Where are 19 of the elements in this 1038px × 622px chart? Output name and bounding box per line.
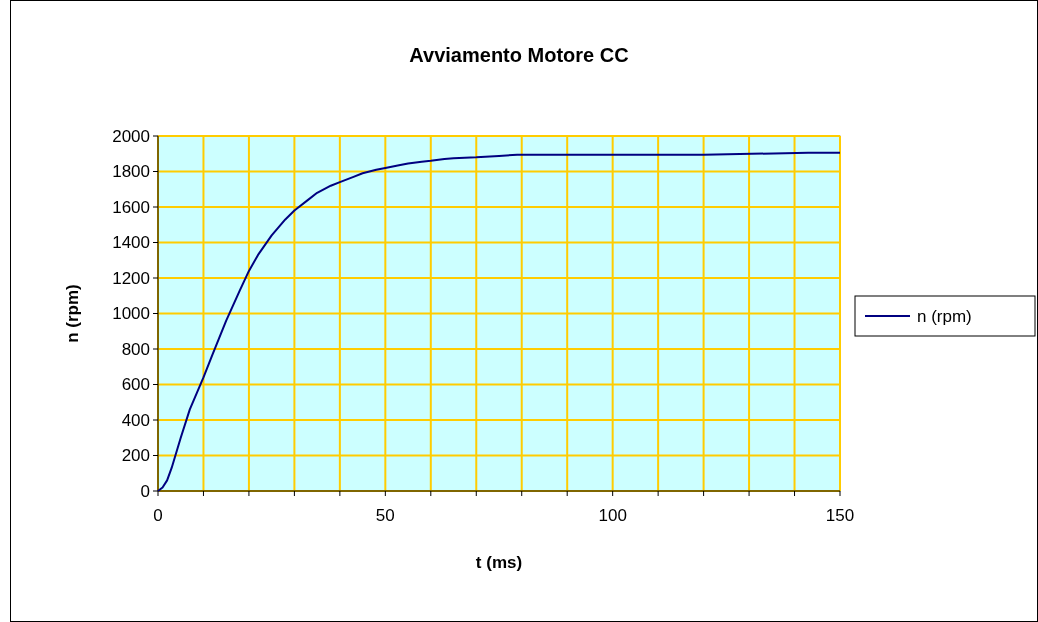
y-tick-label: 2000 [112,126,150,146]
y-tick-label: 1600 [112,197,150,217]
y-tick-label: 1000 [112,304,150,324]
y-tick-label: 200 [121,446,150,466]
y-tick-label: 600 [121,375,150,395]
x-tick-label: 150 [825,506,855,525]
x-tick-label: 0 [153,506,163,525]
legend-label: n (rpm) [917,306,972,326]
y-tick-label: 1800 [112,162,150,182]
x-tick-label: 100 [598,506,627,525]
y-axis-title: n (rpm) [63,284,82,343]
y-tick-label: 800 [121,339,150,359]
y-tick-label: 400 [121,410,150,430]
y-tick-label: 1400 [112,233,150,253]
y-tick-label: 0 [140,481,150,501]
chart-title: Avviamento Motore CC [409,44,629,66]
x-tick-label: 50 [375,506,395,525]
x-axis-title: t (ms) [475,553,523,572]
y-tick-label: 1200 [112,268,150,288]
